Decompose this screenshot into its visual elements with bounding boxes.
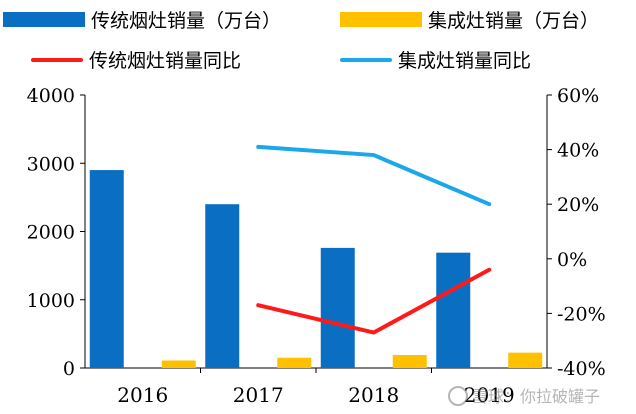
legend-item-traditional-yoy: 传统烟灶销量同比 — [31, 46, 241, 73]
bar-traditional-sales — [436, 252, 471, 368]
legend-label-traditional-yoy: 传统烟灶销量同比 — [89, 50, 242, 72]
bar-integrated-sales — [277, 357, 312, 368]
watermark-text: 雪球：你拉破罐子 — [472, 387, 601, 406]
legend-swatch-traditional-sales — [3, 12, 85, 27]
left-axis-tick-label: 3000 — [27, 153, 75, 175]
left-axis-tick-label: 0 — [63, 358, 75, 380]
legend-item-integrated-sales: 集成灶销量（万台） — [340, 6, 599, 33]
watermark: 雪球：你拉破罐子 — [448, 383, 600, 407]
right-axis-tick-label: 60% — [557, 85, 599, 107]
x-axis-label: 2017 — [233, 383, 284, 407]
right-axis-tick-label: -40% — [557, 358, 606, 380]
bar-traditional-sales — [320, 247, 355, 368]
legend-item-traditional-sales: 传统烟灶销量（万台） — [3, 6, 281, 33]
legend-swatch-traditional-yoy — [31, 57, 83, 62]
bar-traditional-sales — [89, 170, 124, 368]
right-axis-tick-label: 40% — [557, 140, 599, 162]
legend-swatch-integrated-yoy — [340, 57, 392, 62]
chart-legend: 传统烟灶销量（万台） 集成灶销量（万台） 传统烟灶销量同比 集成灶销量同比 — [0, 0, 636, 80]
left-axis-tick-label: 4000 — [27, 85, 75, 107]
legend-label-integrated-sales: 集成灶销量（万台） — [428, 10, 600, 32]
legend-label-traditional-sales: 传统烟灶销量（万台） — [91, 10, 282, 32]
bar-integrated-sales — [508, 352, 543, 368]
right-axis-tick-label: -20% — [557, 303, 606, 325]
bar-integrated-sales — [161, 360, 196, 368]
bar-traditional-sales — [205, 204, 240, 368]
right-axis-tick-label: 20% — [557, 194, 599, 216]
x-axis-label: 2019 — [464, 383, 515, 407]
bar-integrated-sales — [392, 355, 427, 368]
left-axis-tick-label: 2000 — [27, 222, 75, 244]
legend-label-integrated-yoy: 集成灶销量同比 — [398, 50, 532, 72]
line-traditional-yoy — [256, 267, 492, 335]
right-axis-tick-label: 0% — [557, 249, 587, 271]
watermark-logo-icon — [448, 386, 468, 406]
x-axis-label: 2018 — [348, 383, 399, 407]
legend-item-integrated-yoy: 集成灶销量同比 — [340, 46, 531, 73]
x-axis-label: 2016 — [117, 383, 168, 407]
left-axis-tick-label: 1000 — [27, 290, 75, 312]
line-integrated-yoy — [256, 144, 492, 207]
legend-swatch-integrated-sales — [340, 12, 422, 27]
